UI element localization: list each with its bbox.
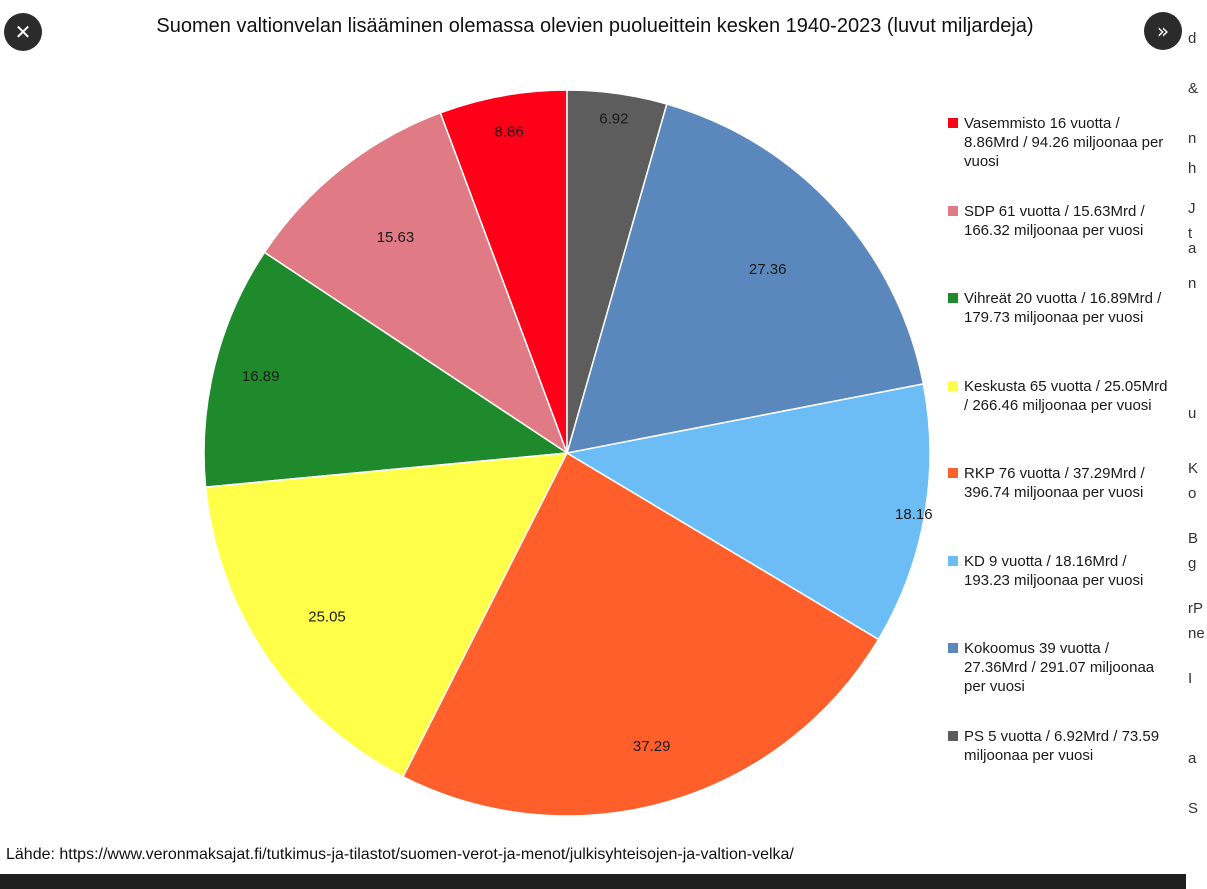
- legend-label: RKP 76 vuotta / 37.29Mrd / 396.74 miljoo…: [964, 465, 1145, 501]
- background-text-fragment: &: [1188, 80, 1199, 97]
- pie-slice: [204, 452, 569, 778]
- legend-label: SDP 61 vuotta / 15.63Mrd / 166.32 miljoo…: [964, 202, 1145, 239]
- legend-label: Vasemmisto 16 vuotta / 8.86Mrd / 94.26 m…: [964, 115, 1164, 170]
- background-text-fragment: a: [1188, 240, 1197, 257]
- double-chevron-right-icon[interactable]: »: [1144, 12, 1182, 50]
- background-text-fragment: u: [1188, 405, 1197, 422]
- background-text-fragment: I: [1188, 670, 1193, 687]
- slice-value-label: 15.63: [377, 229, 415, 246]
- pie-slice: [566, 89, 668, 454]
- legend-swatch: [948, 118, 958, 128]
- legend-label: Kokoomus 39 vuotta / 27.36Mrd / 291.07 m…: [964, 640, 1155, 695]
- background-text-fragment: K: [1188, 460, 1199, 477]
- legend-label: PS 5 vuotta / 6.92Mrd / 73.59 miljoonaa …: [964, 727, 1160, 764]
- pie-slice: [402, 451, 880, 817]
- background-text-fragment: J: [1188, 200, 1196, 217]
- slice-value-label: 8.86: [494, 123, 523, 140]
- background-text-fragment: g: [1188, 555, 1197, 572]
- slice-value-label: 37.29: [633, 738, 671, 755]
- legend-swatch: [948, 293, 958, 303]
- slice-value-label: 27.36: [749, 261, 787, 278]
- background-text-fragment: S: [1188, 800, 1199, 817]
- pie-slice: [564, 383, 931, 641]
- background-text-fragment: rP: [1188, 600, 1203, 617]
- legend-label: Keskusta 65 vuotta / 25.05Mrd / 266.46 m…: [964, 377, 1168, 414]
- pie-slice: [203, 251, 570, 488]
- legend-swatch: [948, 380, 958, 391]
- background-text-fragment: B: [1188, 530, 1199, 547]
- background-text-fragment: a: [1188, 750, 1197, 767]
- source-citation: Lähde: https://www.veronmaksajat.fi/tutk…: [6, 846, 794, 863]
- slice-value-label: 25.05: [308, 609, 346, 626]
- background-text-fragment: h: [1188, 160, 1197, 177]
- background-text-fragment: o: [1188, 485, 1197, 502]
- background-text-fragment: n: [1188, 130, 1197, 147]
- legend-swatch: [948, 730, 958, 741]
- legend-swatch: [948, 205, 958, 216]
- pie-slice: [565, 103, 925, 454]
- slice-value-label: 18.16: [895, 506, 933, 523]
- background-text-fragment: n: [1188, 275, 1197, 292]
- close-icon[interactable]: ✕: [4, 13, 42, 51]
- legend-swatch: [948, 468, 958, 478]
- legend-label: Vihreät 20 vuotta / 16.89Mrd / 179.73 mi…: [964, 290, 1162, 326]
- pie-slice: [263, 111, 569, 455]
- image-viewer-card: Suomen valtionvelan lisääminen olemassa …: [0, 0, 1186, 874]
- slice-value-label: 6.92: [599, 111, 628, 128]
- pie-chart: 8.86 15.63 16.89 25.05 37.29 18.16 27.36 6.92: [203, 89, 933, 817]
- legend-swatch: [948, 643, 958, 653]
- background-text-fragment: d: [1188, 30, 1197, 47]
- legend-swatch: [948, 555, 958, 566]
- chart-title: Suomen valtionvelan lisääminen olemassa …: [156, 15, 1034, 37]
- legend-label: KD 9 vuotta / 18.16Mrd / 193.23 miljoona…: [964, 552, 1144, 589]
- pie-slice: [439, 89, 568, 454]
- background-text-fragment: ne: [1188, 625, 1205, 642]
- slice-value-label: 16.89: [242, 368, 280, 385]
- background-text-fragment: t: [1188, 225, 1193, 242]
